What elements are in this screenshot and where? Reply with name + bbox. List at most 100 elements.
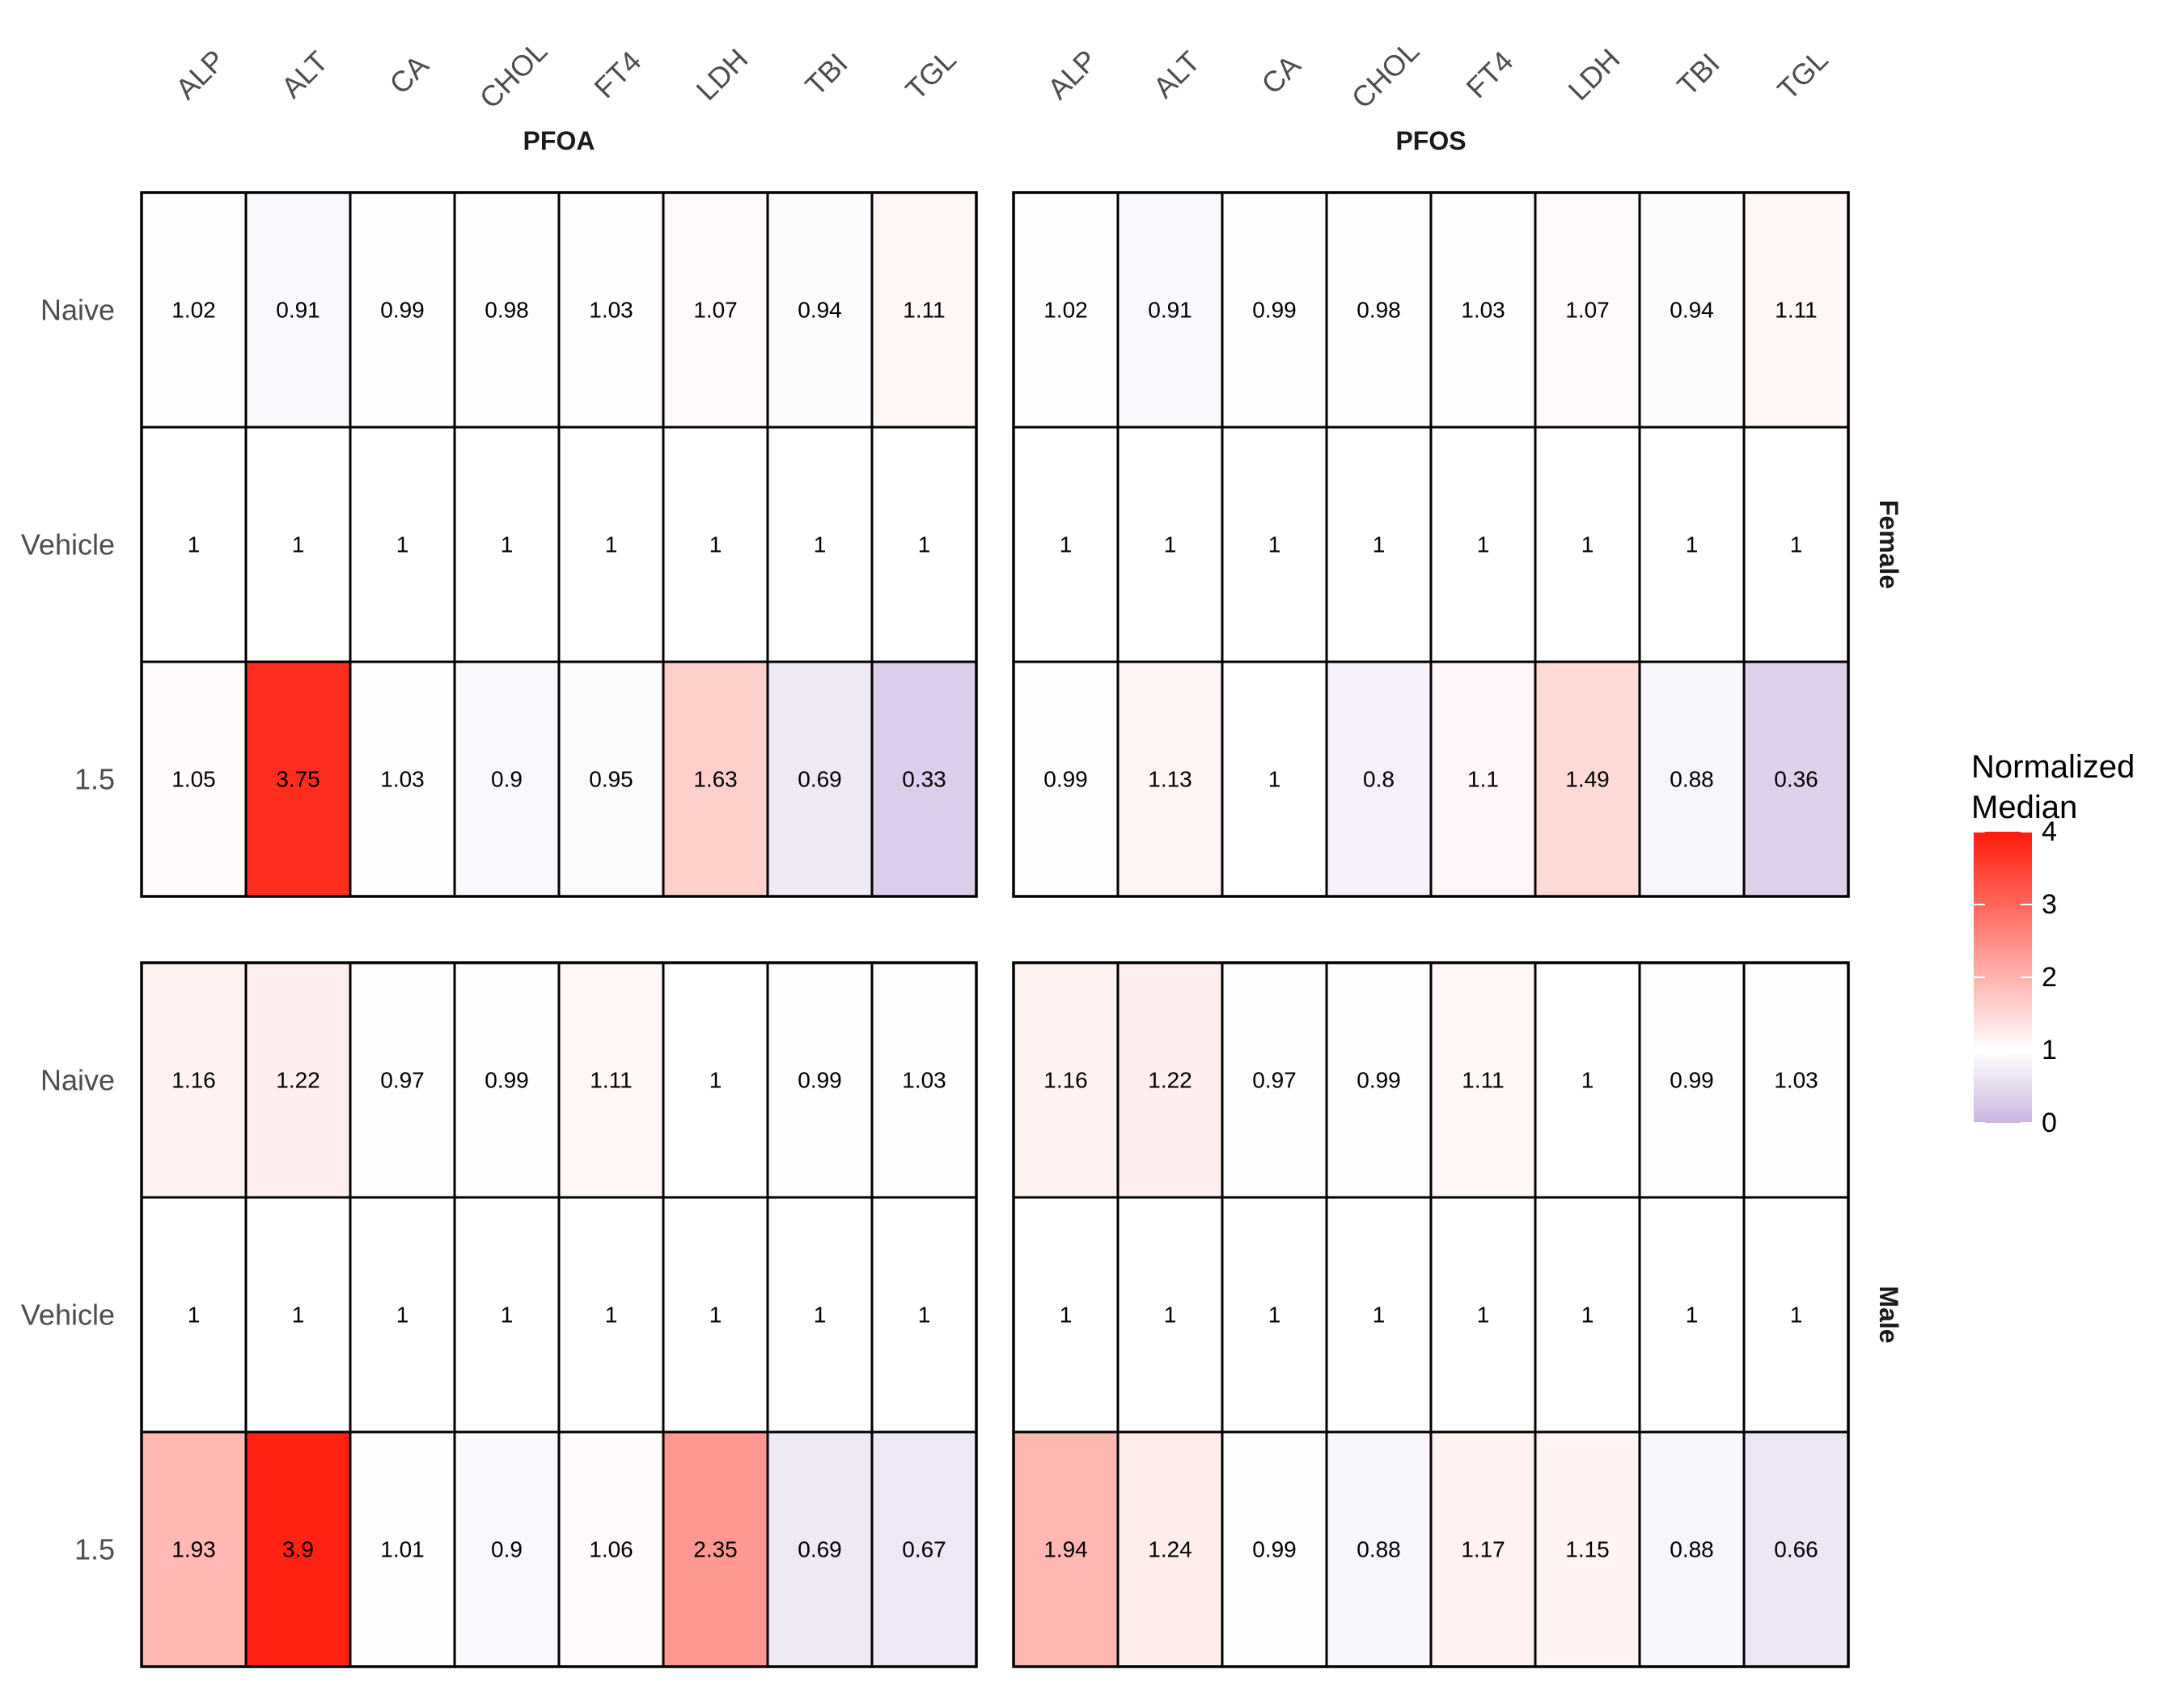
cell-value-label: 1.07 [1565,298,1610,323]
cell-value-label: 0.99 [485,1068,529,1093]
cell-value-label: 0.99 [1252,298,1297,323]
cell-value-label: 1.02 [171,298,216,323]
cell-value-label: 1 [1268,1303,1281,1328]
heatmap-cell [244,426,352,663]
cell-value-label: 0.88 [1670,767,1714,792]
cell-value-label: 1.17 [1461,1537,1505,1562]
cell-value-label: 0.99 [798,1068,842,1093]
column-tick-label: TBI [1670,47,1726,103]
column-tick-label: CHOL [1345,34,1426,115]
cell-value-label: 1 [1373,1303,1386,1328]
row-tick-label: Naive [40,1064,115,1097]
heatmap-cell [662,660,769,898]
heatmap-cell [1116,1196,1224,1434]
heatmap-cell [453,660,561,898]
heatmap-cell [870,1430,978,1668]
cell-value-label: 1 [292,1303,305,1328]
cell-value-label: 1 [1581,1303,1594,1328]
legend-tick-label: 3 [2042,889,2057,920]
cell-value-label: 1 [1373,532,1386,557]
cell-value-label: 1 [814,532,827,557]
heatmap-cell [1429,660,1537,898]
cell-value-label: 0.66 [1774,1537,1818,1562]
cell-value-label: 1.63 [693,767,738,792]
heatmap-cell [1325,1196,1433,1434]
heatmap-cell [870,191,978,429]
heatmap-cell [453,1430,561,1668]
cell-value-label: 0.8 [1363,767,1395,792]
cell-value-label: 1 [1164,532,1177,557]
cell-value-label: 1.11 [1775,298,1817,323]
column-tick-label: LDH [1562,42,1627,107]
heatmap-cell [1429,1196,1537,1434]
cell-value-label: 1.93 [171,1537,216,1562]
heatmap-cell [1534,961,1641,1199]
heatmap-cell [1742,1196,1850,1434]
heatmap-cell [1221,426,1328,663]
facet-row-label: Male [1874,1286,1903,1343]
heatmap-cell [1012,961,1120,1199]
heatmap-cell [1116,1430,1224,1668]
cell-value-label: 0.99 [380,298,425,323]
heatmap-cell [1429,1430,1537,1668]
legend-title: Median [1971,790,2077,825]
cell-value-label: 1 [1268,532,1281,557]
legend-tick-label: 1 [2042,1035,2057,1066]
heatmap-cell [453,426,561,663]
heatmap-cell [1534,660,1641,898]
legend-title: Normalized [1971,749,2135,785]
heatmap-cell [766,1196,874,1434]
cell-value-label: 1.22 [276,1068,320,1093]
cell-value-label: 0.9 [491,767,523,792]
cell-value-label: 1 [396,1303,409,1328]
legend-tick-label: 2 [2042,962,2057,993]
heatmap-cell [1116,961,1224,1199]
heatmap-cell [1534,191,1641,429]
heatmap-cell [244,660,352,898]
heatmap-cell [557,1196,665,1434]
legend-tick-label: 0 [2042,1108,2057,1138]
heatmap-cell [1638,1430,1746,1668]
cell-value-label: 1 [1581,1068,1594,1093]
cell-value-label: 1.13 [1148,767,1192,792]
cell-value-label: 0.9 [491,1537,523,1562]
cell-value-label: 0.99 [1043,767,1088,792]
heatmap-cell [1325,1430,1433,1668]
heatmap-cell [870,961,978,1199]
legend-tick-label: 4 [2042,816,2057,847]
column-tick-label: ALP [1041,43,1103,105]
column-tick-label: ALT [1147,44,1207,104]
heatmap-cell [349,1196,456,1434]
heatmap-cell [662,1196,769,1434]
row-tick-label: 1.5 [74,1533,115,1566]
heatmap-cell [1429,191,1537,429]
heatmap-cell [662,1430,769,1668]
heatmap-cell [1221,961,1328,1199]
column-tick-label: CA [383,49,434,100]
cell-value-label: 0.88 [1670,1537,1714,1562]
cell-value-label: 2.35 [693,1537,738,1562]
heatmap-cell [140,191,248,429]
column-tick-label: ALT [275,44,335,104]
heatmap-cell [1221,1430,1328,1668]
heatmap-cell [244,961,352,1199]
cell-value-label: 1 [1060,1303,1073,1328]
column-tick-label: CA [1255,49,1306,100]
heatmap-cell [557,660,665,898]
heatmap-cell [1325,660,1433,898]
heatmap-cell [1221,191,1328,429]
cell-value-label: 1 [1060,532,1073,557]
cell-value-label: 0.33 [902,767,946,792]
heatmap-cell [1742,660,1850,898]
heatmap-cell [766,1430,874,1668]
cell-value-label: 0.69 [798,767,842,792]
cell-value-label: 1 [1164,1303,1177,1328]
cell-value-label: 1.03 [1774,1068,1818,1093]
facet-row-label: Female [1874,500,1903,589]
cell-value-label: 1 [1790,532,1803,557]
cell-value-label: 0.99 [1670,1068,1714,1093]
heatmap-cell [244,191,352,429]
column-tick-label: FT4 [1459,44,1519,104]
cell-value-label: 0.94 [798,298,842,323]
